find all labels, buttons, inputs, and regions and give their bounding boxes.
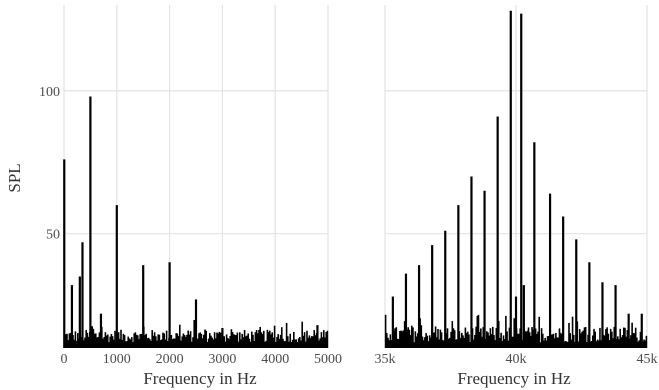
x-tick-label: 45k: [637, 352, 658, 367]
x-tick-label: 5000: [314, 352, 342, 367]
y-tick-label: 100: [39, 85, 60, 100]
x-tick-label: 4000: [261, 352, 289, 367]
x-tick-label: 35k: [375, 352, 396, 367]
left-x-axis-title: Frequency in Hz: [143, 369, 257, 388]
left-panel: 0 1000 2000 3000 4000 5000 50 100: [39, 5, 342, 367]
x-tick-label: 2000: [156, 352, 184, 367]
y-axis-title: SPL: [5, 163, 24, 192]
x-tick-label: 0: [61, 352, 68, 367]
y-tick-label: 50: [46, 228, 60, 243]
x-tick-label: 3000: [208, 352, 236, 367]
x-tick-label: 40k: [506, 352, 527, 367]
x-tick-label: 1000: [103, 352, 131, 367]
right-x-axis-title: Frequency in Hz: [457, 369, 571, 388]
right-panel: 35k 40k 45k: [375, 5, 658, 367]
